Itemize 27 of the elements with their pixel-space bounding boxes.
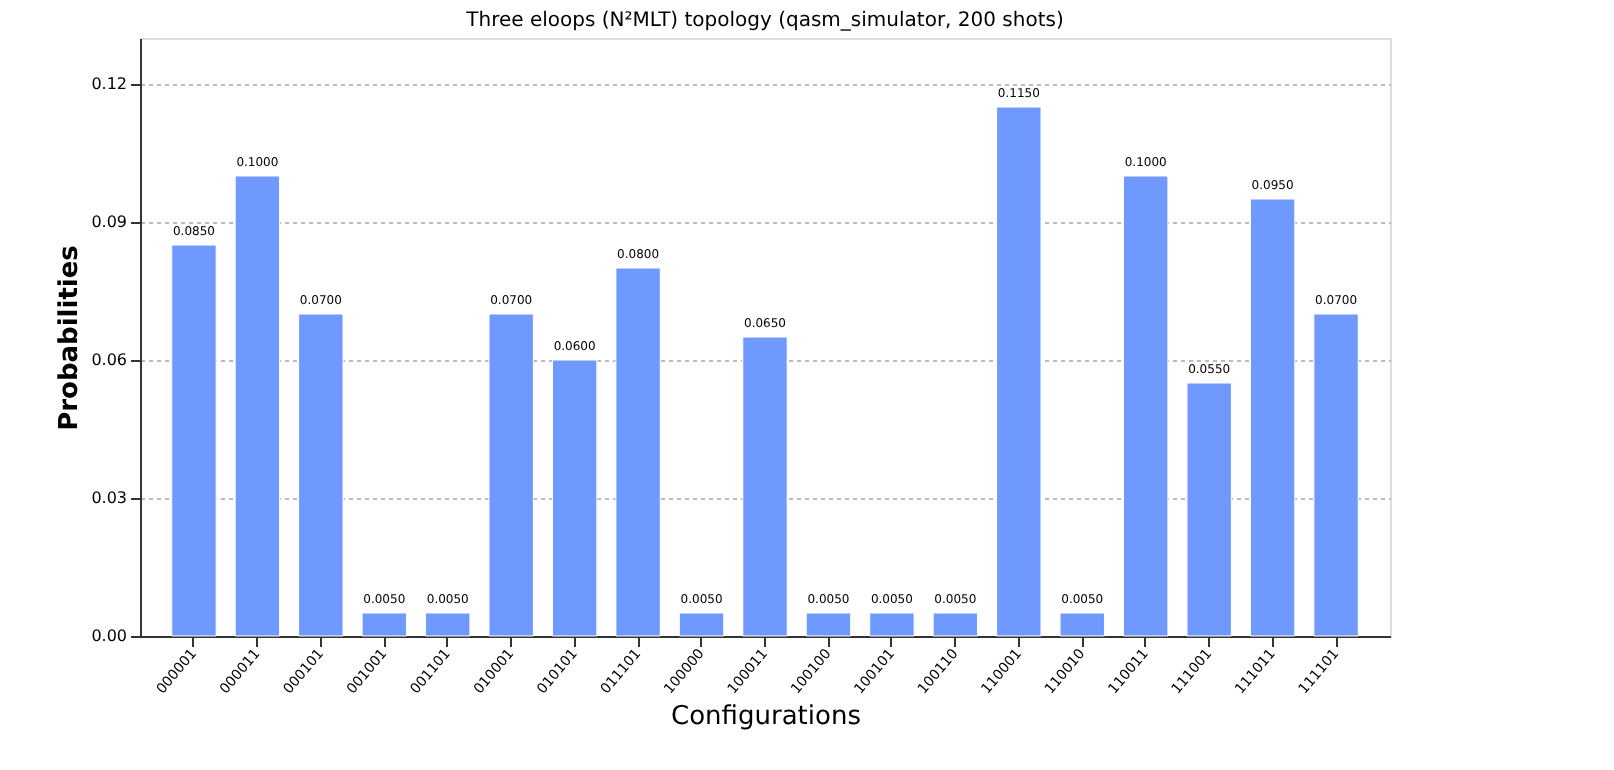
bar xyxy=(615,267,661,637)
bar xyxy=(488,313,534,637)
bar xyxy=(1059,612,1105,637)
y-tick-label: 0.03 xyxy=(91,489,127,507)
bar xyxy=(298,313,344,637)
y-axis-title: Probabilities xyxy=(55,244,86,431)
bar xyxy=(1186,382,1232,637)
bar xyxy=(742,336,788,637)
y-tick-label: 0.09 xyxy=(91,213,127,231)
bar xyxy=(805,612,852,637)
bar xyxy=(551,359,598,637)
chart-title: Three eloops (N²MLT) topology (qasm_simulator, 200 shots) xyxy=(464,10,1064,32)
y-tick-label: 0.00 xyxy=(91,627,127,645)
bar xyxy=(234,175,281,637)
bar xyxy=(1249,198,1296,637)
bar xyxy=(678,612,725,637)
bar xyxy=(996,106,1042,637)
bar xyxy=(361,612,407,637)
y-tick-label: 0.06 xyxy=(91,351,127,369)
bar xyxy=(932,612,979,637)
y-tick-label: 0.12 xyxy=(91,75,127,93)
x-axis-title: Configurations xyxy=(671,701,862,732)
bar xyxy=(1123,175,1169,637)
bar xyxy=(171,244,217,637)
bar xyxy=(425,612,471,637)
bar xyxy=(869,612,915,637)
bar xyxy=(1313,313,1359,637)
